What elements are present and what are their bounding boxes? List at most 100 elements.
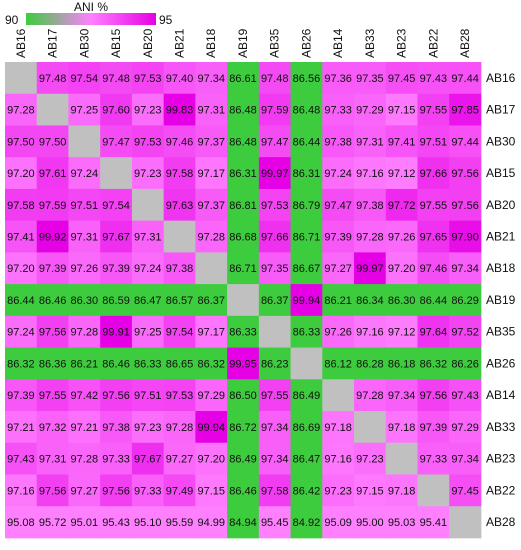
- heatmap-cell: [449, 93, 482, 126]
- cell-value-label: 97.59: [261, 105, 289, 117]
- cell-value-label: 86.47: [134, 295, 162, 307]
- heatmap-cell: [258, 379, 291, 412]
- heatmap-cell: [131, 284, 165, 317]
- heatmap-cell: [449, 125, 482, 158]
- cell-value-label: 95.00: [356, 517, 384, 529]
- cell-value-label: 97.31: [197, 105, 225, 117]
- cell-value-label: 97.38: [324, 136, 352, 148]
- cell-value-label: 86.56: [293, 73, 321, 85]
- heatmap-cell: [68, 411, 101, 444]
- cell-value-label: 97.15: [356, 485, 384, 497]
- cell-value-label: 86.42: [293, 485, 321, 497]
- cell-value-label: 97.50: [7, 136, 35, 148]
- column-label: AB16: [14, 28, 28, 58]
- heatmap-cell: [163, 93, 196, 126]
- heatmap-cell: [68, 474, 101, 507]
- row-labels: AB16 AB17 AB30 AB15 AB20 AB21 AB18 AB19 AB35 AB26…: [486, 71, 516, 529]
- cell-value-label: 97.31: [134, 232, 162, 244]
- cell-value-label: 97.12: [388, 168, 416, 180]
- heatmap-cell: [290, 125, 323, 158]
- heatmap-cell: [36, 62, 69, 95]
- cell-value-label: 97.26: [324, 327, 352, 339]
- cell-value-label: 97.49: [166, 485, 194, 497]
- cell-value-label: 86.32: [7, 358, 35, 370]
- cell-value-label: 97.60: [102, 105, 130, 117]
- cell-value-label: 94.99: [197, 517, 225, 529]
- cell-value-label: 97.16: [324, 454, 352, 466]
- heatmap-cell: [322, 315, 355, 348]
- cell-value-label: 97.48: [39, 73, 67, 85]
- row-label: AB17: [486, 103, 516, 117]
- heatmap-cell: [5, 188, 38, 222]
- heatmap-cell: [36, 252, 69, 285]
- heatmap-cell: [36, 284, 69, 317]
- cell-value-label: 86.37: [197, 295, 225, 307]
- heatmap-cell: [36, 379, 69, 412]
- row-label: AB33: [486, 420, 516, 434]
- heatmap-cell: [354, 62, 387, 95]
- heatmap-cell: [100, 347, 133, 380]
- cell-value-label: 97.59: [39, 200, 67, 212]
- heatmap-cell: [354, 347, 387, 380]
- cell-value-label: 97.44: [451, 136, 479, 148]
- cell-value-label: 97.36: [324, 73, 352, 85]
- heatmap-cell: [290, 315, 323, 348]
- cell-value-label: 86.21: [71, 358, 99, 370]
- heatmap-cell: [227, 188, 260, 222]
- cell-value-label: 86.48: [293, 105, 321, 117]
- heatmap-cell: [131, 506, 165, 539]
- heatmap-cell: [449, 315, 482, 348]
- heatmap-cell: [68, 442, 101, 475]
- heatmap-cell: [100, 506, 133, 539]
- heatmap-cell: [322, 411, 355, 444]
- cell-value-label: 97.50: [39, 136, 67, 148]
- heatmap-cell: [385, 157, 418, 190]
- heatmap-cell: [163, 379, 196, 412]
- heatmap-cell: [36, 315, 69, 348]
- cell-value-label: 97.65: [420, 232, 448, 244]
- cell-value-label: 97.34: [197, 73, 225, 85]
- cell-value-label: 97.63: [166, 200, 194, 212]
- row-label: AB23: [486, 452, 516, 466]
- cell-value-label: 97.18: [388, 485, 416, 497]
- heatmap-cell: [195, 188, 228, 222]
- cell-value-label: 97.26: [388, 232, 416, 244]
- cell-value-label: 99.95: [229, 358, 257, 370]
- row-label: AB14: [486, 388, 516, 402]
- cell-value-label: 97.38: [166, 263, 194, 275]
- cell-value-label: 97.16: [7, 485, 35, 497]
- cell-value-label: 97.39: [324, 232, 352, 244]
- cell-value-label: 86.48: [229, 136, 257, 148]
- cell-value-label: 86.71: [229, 263, 257, 275]
- cell-value-label: 97.33: [420, 454, 448, 466]
- cell-value-label: 97.67: [134, 454, 162, 466]
- cell-value-label: 97.47: [324, 200, 352, 212]
- cell-value-label: 99.83: [166, 105, 194, 117]
- heatmap-cell: [131, 93, 165, 126]
- heatmap-cell: [195, 62, 228, 95]
- heatmap-cell: [227, 315, 260, 348]
- heatmap-cell: [322, 62, 355, 95]
- column-label: AB20: [141, 28, 155, 58]
- heatmap-cell: [417, 93, 450, 126]
- cell-value-label: 86.44: [420, 295, 448, 307]
- heatmap-cell: [354, 474, 387, 507]
- heatmap-cell: [195, 379, 228, 412]
- cell-value-label: 97.24: [7, 327, 35, 339]
- cell-value-label: 86.47: [293, 454, 321, 466]
- cell-value-label: 97.72: [388, 200, 416, 212]
- heatmap-cell: [290, 284, 323, 317]
- heatmap-cell: [36, 188, 69, 222]
- heatmap-cell: [290, 252, 323, 285]
- cell-value-label: 97.53: [166, 390, 194, 402]
- cell-value-label: 97.61: [39, 168, 67, 180]
- cell-value-label: 97.29: [356, 105, 384, 117]
- heatmap-cell: [322, 252, 355, 285]
- heatmap-cell: [354, 188, 387, 222]
- heatmap-cell: [354, 252, 387, 285]
- cell-value-label: 86.44: [7, 295, 35, 307]
- cell-value-label: 86.33: [134, 358, 162, 370]
- heatmap-cell: [385, 188, 418, 222]
- cell-value-label: 86.79: [293, 200, 321, 212]
- heatmap-cell: [385, 62, 418, 95]
